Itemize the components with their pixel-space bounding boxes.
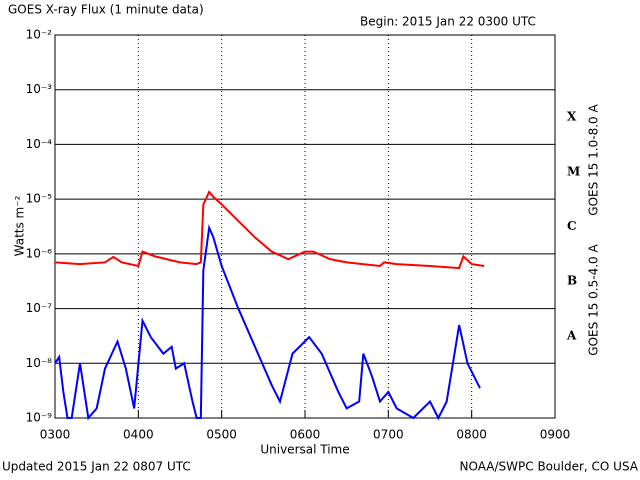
x-tick-label: 0300 <box>40 428 71 442</box>
y-axis-label: Watts m⁻² <box>13 195 27 256</box>
series-line <box>54 224 481 421</box>
y-tick-label: 10⁻⁴ <box>26 137 53 151</box>
y-tick-label: 10⁻² <box>26 28 53 42</box>
y-tick-label: 10⁻³ <box>26 82 53 96</box>
x-tick-label: 0400 <box>123 428 154 442</box>
footer-left: Updated 2015 Jan 22 0807 UTC <box>2 460 191 474</box>
flare-class-label: B <box>567 274 577 288</box>
y-tick-label: 10⁻⁷ <box>26 301 53 315</box>
flare-class-label: C <box>567 219 577 233</box>
legend-entry: GOES 15 0.5-4.0 A <box>587 244 601 356</box>
x-tick-label: 0600 <box>290 428 321 442</box>
legend-entry: GOES 15 1.0-8.0 A <box>587 104 601 216</box>
y-tick-label: 10⁻⁹ <box>26 411 53 425</box>
series-line <box>54 190 485 270</box>
y-tick-label: 10⁻⁸ <box>26 356 53 370</box>
x-tick-label: 0800 <box>456 428 487 442</box>
x-tick-label: 0900 <box>540 428 571 442</box>
x-tick-label: 0700 <box>373 428 404 442</box>
plot-frame <box>54 34 556 419</box>
flare-class-label: X <box>567 110 577 124</box>
footer-right: NOAA/SWPC Boulder, CO USA <box>460 460 639 474</box>
y-tick-label: 10⁻⁵ <box>26 192 53 206</box>
chart-title: GOES X-ray Flux (1 minute data) <box>8 3 204 17</box>
x-axis-label: Universal Time <box>260 443 349 457</box>
flare-class-label: A <box>566 328 577 342</box>
x-tick-label: 0500 <box>206 428 237 442</box>
chart-subtitle: Begin: 2015 Jan 22 0300 UTC <box>360 15 536 29</box>
y-tick-label: 10⁻⁶ <box>26 246 53 260</box>
flare-class-label: M <box>567 164 580 178</box>
